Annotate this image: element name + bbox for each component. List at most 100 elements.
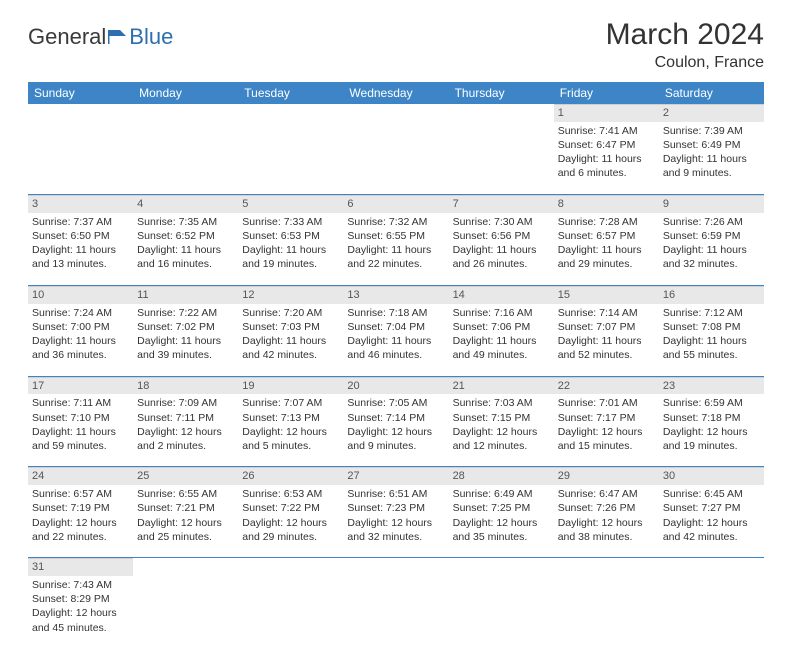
day-number: 2 xyxy=(659,104,764,122)
day-sunrise: Sunrise: 6:59 AM xyxy=(663,396,760,410)
day-daylight2: and 49 minutes. xyxy=(453,348,550,362)
day-number: 18 xyxy=(133,377,238,395)
day-sunrise: Sunrise: 7:28 AM xyxy=(558,215,655,229)
day-sunrise: Sunrise: 7:20 AM xyxy=(242,306,339,320)
weekday-header-row: Sunday Monday Tuesday Wednesday Thursday… xyxy=(28,82,764,104)
calendar-day-cell: 7Sunrise: 7:30 AMSunset: 6:56 PMDaylight… xyxy=(449,194,554,285)
day-daylight2: and 22 minutes. xyxy=(32,530,129,544)
day-daylight2: and 29 minutes. xyxy=(558,257,655,271)
day-sunrise: Sunrise: 7:24 AM xyxy=(32,306,129,320)
day-number: 1 xyxy=(554,104,659,122)
day-daylight1: Daylight: 11 hours xyxy=(558,243,655,257)
calendar-day-cell xyxy=(554,558,659,648)
day-sunrise: Sunrise: 6:51 AM xyxy=(347,487,444,501)
day-daylight2: and 42 minutes. xyxy=(242,348,339,362)
calendar-day-cell: 3Sunrise: 7:37 AMSunset: 6:50 PMDaylight… xyxy=(28,194,133,285)
day-number: 8 xyxy=(554,195,659,213)
day-sunrise: Sunrise: 7:26 AM xyxy=(663,215,760,229)
day-number: 29 xyxy=(554,467,659,485)
day-sunset: Sunset: 6:52 PM xyxy=(137,229,234,243)
day-daylight1: Daylight: 11 hours xyxy=(137,334,234,348)
day-sunset: Sunset: 7:14 PM xyxy=(347,411,444,425)
day-daylight2: and 2 minutes. xyxy=(137,439,234,453)
day-daylight1: Daylight: 11 hours xyxy=(663,243,760,257)
calendar-day-cell: 8Sunrise: 7:28 AMSunset: 6:57 PMDaylight… xyxy=(554,194,659,285)
location: Coulon, France xyxy=(606,54,764,72)
day-daylight2: and 19 minutes. xyxy=(242,257,339,271)
calendar-day-cell: 12Sunrise: 7:20 AMSunset: 7:03 PMDayligh… xyxy=(238,285,343,376)
day-daylight1: Daylight: 12 hours xyxy=(347,516,444,530)
day-number: 9 xyxy=(659,195,764,213)
day-sunrise: Sunrise: 7:35 AM xyxy=(137,215,234,229)
day-daylight1: Daylight: 12 hours xyxy=(32,516,129,530)
day-daylight1: Daylight: 12 hours xyxy=(558,516,655,530)
day-number: 16 xyxy=(659,286,764,304)
calendar-day-cell: 23Sunrise: 6:59 AMSunset: 7:18 PMDayligh… xyxy=(659,376,764,467)
day-daylight2: and 42 minutes. xyxy=(663,530,760,544)
day-sunrise: Sunrise: 6:45 AM xyxy=(663,487,760,501)
day-sunset: Sunset: 7:08 PM xyxy=(663,320,760,334)
day-sunset: Sunset: 7:21 PM xyxy=(137,501,234,515)
day-sunset: Sunset: 7:02 PM xyxy=(137,320,234,334)
calendar-day-cell xyxy=(343,104,448,194)
calendar-day-cell: 27Sunrise: 6:51 AMSunset: 7:23 PMDayligh… xyxy=(343,467,448,558)
day-sunrise: Sunrise: 7:43 AM xyxy=(32,578,129,592)
day-daylight2: and 13 minutes. xyxy=(32,257,129,271)
day-number: 3 xyxy=(28,195,133,213)
day-daylight2: and 52 minutes. xyxy=(558,348,655,362)
day-number: 20 xyxy=(343,377,448,395)
day-sunrise: Sunrise: 7:16 AM xyxy=(453,306,550,320)
day-sunrise: Sunrise: 7:12 AM xyxy=(663,306,760,320)
day-sunset: Sunset: 7:07 PM xyxy=(558,320,655,334)
calendar-day-cell: 2Sunrise: 7:39 AMSunset: 6:49 PMDaylight… xyxy=(659,104,764,194)
day-sunrise: Sunrise: 7:14 AM xyxy=(558,306,655,320)
day-sunrise: Sunrise: 6:53 AM xyxy=(242,487,339,501)
day-daylight1: Daylight: 12 hours xyxy=(663,516,760,530)
day-daylight2: and 36 minutes. xyxy=(32,348,129,362)
calendar-day-cell: 17Sunrise: 7:11 AMSunset: 7:10 PMDayligh… xyxy=(28,376,133,467)
day-number: 15 xyxy=(554,286,659,304)
calendar-day-cell xyxy=(28,104,133,194)
day-sunset: Sunset: 7:26 PM xyxy=(558,501,655,515)
calendar-table: Sunday Monday Tuesday Wednesday Thursday… xyxy=(28,82,764,648)
day-daylight2: and 19 minutes. xyxy=(663,439,760,453)
day-daylight2: and 25 minutes. xyxy=(137,530,234,544)
day-daylight1: Daylight: 12 hours xyxy=(242,425,339,439)
day-sunset: Sunset: 7:03 PM xyxy=(242,320,339,334)
day-sunrise: Sunrise: 6:49 AM xyxy=(453,487,550,501)
calendar-week-row: 31Sunrise: 7:43 AMSunset: 8:29 PMDayligh… xyxy=(28,558,764,648)
day-daylight2: and 16 minutes. xyxy=(137,257,234,271)
day-daylight2: and 9 minutes. xyxy=(347,439,444,453)
day-sunset: Sunset: 6:55 PM xyxy=(347,229,444,243)
calendar-day-cell: 21Sunrise: 7:03 AMSunset: 7:15 PMDayligh… xyxy=(449,376,554,467)
day-daylight2: and 46 minutes. xyxy=(347,348,444,362)
day-sunset: Sunset: 7:06 PM xyxy=(453,320,550,334)
calendar-day-cell: 18Sunrise: 7:09 AMSunset: 7:11 PMDayligh… xyxy=(133,376,238,467)
day-daylight2: and 5 minutes. xyxy=(242,439,339,453)
day-daylight1: Daylight: 11 hours xyxy=(558,152,655,166)
day-sunrise: Sunrise: 7:18 AM xyxy=(347,306,444,320)
day-sunset: Sunset: 7:00 PM xyxy=(32,320,129,334)
day-sunrise: Sunrise: 7:07 AM xyxy=(242,396,339,410)
day-sunset: Sunset: 7:23 PM xyxy=(347,501,444,515)
calendar-day-cell: 25Sunrise: 6:55 AMSunset: 7:21 PMDayligh… xyxy=(133,467,238,558)
calendar-day-cell xyxy=(133,558,238,648)
day-daylight2: and 6 minutes. xyxy=(558,166,655,180)
calendar-day-cell: 5Sunrise: 7:33 AMSunset: 6:53 PMDaylight… xyxy=(238,194,343,285)
calendar-week-row: 10Sunrise: 7:24 AMSunset: 7:00 PMDayligh… xyxy=(28,285,764,376)
day-sunset: Sunset: 7:22 PM xyxy=(242,501,339,515)
day-sunrise: Sunrise: 7:39 AM xyxy=(663,124,760,138)
day-number: 30 xyxy=(659,467,764,485)
calendar-day-cell: 11Sunrise: 7:22 AMSunset: 7:02 PMDayligh… xyxy=(133,285,238,376)
calendar-day-cell: 15Sunrise: 7:14 AMSunset: 7:07 PMDayligh… xyxy=(554,285,659,376)
calendar-day-cell xyxy=(449,104,554,194)
calendar-day-cell: 20Sunrise: 7:05 AMSunset: 7:14 PMDayligh… xyxy=(343,376,448,467)
calendar-day-cell: 16Sunrise: 7:12 AMSunset: 7:08 PMDayligh… xyxy=(659,285,764,376)
weekday-header: Friday xyxy=(554,82,659,104)
day-number: 17 xyxy=(28,377,133,395)
day-sunset: Sunset: 7:15 PM xyxy=(453,411,550,425)
day-daylight2: and 55 minutes. xyxy=(663,348,760,362)
day-daylight1: Daylight: 11 hours xyxy=(32,425,129,439)
calendar-day-cell: 13Sunrise: 7:18 AMSunset: 7:04 PMDayligh… xyxy=(343,285,448,376)
calendar-day-cell xyxy=(238,558,343,648)
